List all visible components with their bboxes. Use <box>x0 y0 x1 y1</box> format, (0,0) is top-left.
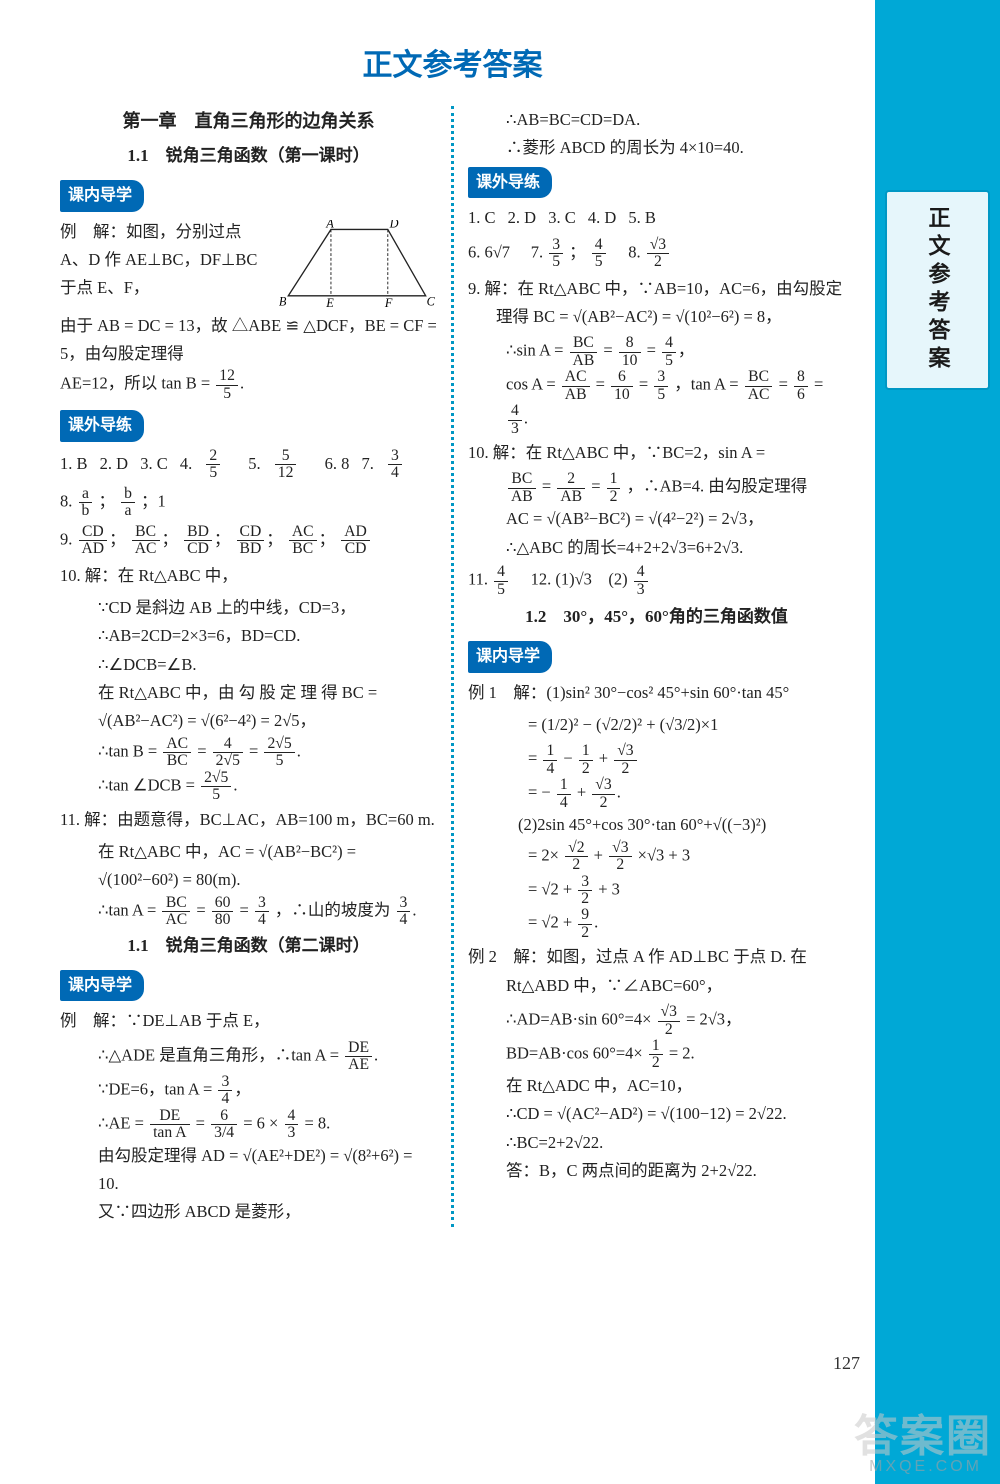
svg-text:C: C <box>427 294 436 308</box>
frac-12-5: 125 <box>216 368 238 402</box>
rq11-12: 11. 45 12. (1)√3 (2) 43 <box>468 564 845 598</box>
r-answers-2: 6. 6√7 7. 35 ； 45 8. √32 <box>468 237 845 271</box>
rq10-l1: 10. 解：在 Rt△ABC 中，∵BC=2，sin A = <box>468 439 845 467</box>
rq9-l3: cos A = ACAB = 610 = 35 ，tan A = BCAC = … <box>468 369 845 437</box>
rq9-l2: ∴sin A = BCAB = 810 = 45， <box>468 335 845 369</box>
rex2-l4: 在 Rt△ADC 中，AC=10， <box>468 1072 845 1100</box>
page-content: 正文参考答案 第一章 直角三角形的边角关系 1.1 锐角三角函数（第一课时） 课… <box>0 0 875 1484</box>
rex1-l3: = 14 − 12 + √32 <box>468 743 845 777</box>
example-1: A D B C E F 例 解：如图，分别过点 A、D 作 AE⊥BC，DF⊥B… <box>60 218 437 403</box>
column-divider <box>451 106 454 1227</box>
rq10-l4: ∴△ABC 的周长=4+2+2√3=6+2√3. <box>468 534 845 562</box>
rex1-l6: = 2× √22 + √32 ×√3 + 3 <box>468 840 845 874</box>
tag-kndx-2: 课内导学 <box>60 970 144 1002</box>
rex1-l4: = − 14 + √32. <box>468 777 845 811</box>
rq9-l1: 9. 解：在 Rt△ABC 中，∵AB=10，AC=6，由勾股定理得 BC = … <box>468 275 845 332</box>
rex1-l1: 例 1 解：(1)sin² 30°−cos² 45°+sin 60°·tan 4… <box>468 679 845 707</box>
answer-9: 9. CDAD； BCAC； BDCD； CDBD； ACBC； ADCD <box>60 524 437 558</box>
exb-l1: 例 解：∵DE⊥AB 于点 E， <box>60 1007 437 1035</box>
rex1-l8: = √2 + 92. <box>468 907 845 941</box>
svg-text:E: E <box>325 296 334 310</box>
page-number: 127 <box>833 1353 860 1374</box>
exb-l2: ∴△ADE 是直角三角形，∴tan A = DEAE. <box>60 1040 437 1074</box>
two-columns: 第一章 直角三角形的边角关系 1.1 锐角三角函数（第一课时） 课内导学 A D… <box>60 106 845 1227</box>
rex2-l2: ∴AD=AB·sin 60°=4× √32 = 2√3， <box>468 1004 845 1038</box>
trapezoid-figure: A D B C E F <box>277 220 437 310</box>
left-column: 第一章 直角三角形的边角关系 1.1 锐角三角函数（第一课时） 课内导学 A D… <box>60 106 437 1227</box>
q11-l2: 在 Rt△ABC 中，AC = √(AB²−BC²) = √(100²−60²)… <box>60 838 437 895</box>
exb-l6: 又∵四边形 ABCD 是菱形， <box>60 1198 437 1226</box>
tag-kwdl-r: 课外导练 <box>468 167 552 199</box>
ex1-line2: 由于 AB = DC = 13，故 △ABE ≌ △DCF，BE = CF = … <box>60 312 437 369</box>
q10-l3: ∴AB=2CD=2×3=6，BD=CD. <box>60 622 437 650</box>
rq10-l3: AC = √(AB²−BC²) = √(4²−2²) = 2√3， <box>468 505 845 533</box>
rex2-l5: ∴CD = √(AC²−AD²) = √(100−12) = 2√22. <box>468 1100 845 1128</box>
answers-row-1: 1. B 2. D 3. C 4. 25 5. 512 6. 8 7. 34 <box>60 448 437 482</box>
rex2-l3: BD=AB·cos 60°=4× 12 = 2. <box>468 1038 845 1072</box>
q10-l4: ∴∠DCB=∠B. <box>60 651 437 679</box>
svg-text:F: F <box>384 296 393 310</box>
section-1-1b-title: 1.1 锐角三角函数（第二课时） <box>60 931 437 960</box>
chapter-title: 第一章 直角三角形的边角关系 <box>60 106 437 137</box>
rex2-l6: ∴BC=2+2√22. <box>468 1129 845 1157</box>
q11-l3: ∴tan A = BCAC = 6080 = 34 ，∴山的坡度为 34. <box>60 895 437 929</box>
svg-text:B: B <box>279 294 287 308</box>
tag-kndx-r: 课内导学 <box>468 641 552 673</box>
r-answers-1: 1. C 2. D 3. C 4. D 5. B <box>468 204 845 232</box>
r-l2: ∴菱形 ABCD 的周长为 4×10=40. <box>468 134 845 162</box>
tag-kndx: 课内导学 <box>60 180 144 212</box>
side-tab-text: 正文参考答案 <box>922 206 954 374</box>
exb-l3: ∵DE=6，tan A = 34， <box>60 1074 437 1108</box>
q10-l6: √(AB²−AC²) = √(6²−4²) = 2√5， <box>60 707 437 735</box>
svg-text:A: A <box>325 220 334 231</box>
watermark: 答案圈 <box>854 1400 992 1464</box>
rex2-l7: 答：B，C 两点间的距离为 2+2√22. <box>468 1157 845 1185</box>
section-1-2-title: 1.2 30°，45°，60°角的三角函数值 <box>468 602 845 631</box>
tag-kwdl: 课外导练 <box>60 410 144 442</box>
q10-l1: 10. 解：在 Rt△ABC 中， <box>60 562 437 590</box>
page-title: 正文参考答案 <box>60 40 845 84</box>
rex1-l2: = (1/2)² − (√2/2)² + (√3/2)×1 <box>468 711 845 739</box>
q10-l8: ∴tan ∠DCB = 2√55. <box>60 770 437 804</box>
exb-l4: ∴AE = DEtan A = 63/4 = 6 × 43 = 8. <box>60 1108 437 1142</box>
q10-l5: 在 Rt△ABC 中，由 勾 股 定 理 得 BC = <box>60 679 437 707</box>
section-1-1-title: 1.1 锐角三角函数（第一课时） <box>60 141 437 170</box>
exb-l5: 由勾股定理得 AD = √(AE²+DE²) = √(8²+6²) = 10. <box>60 1142 437 1199</box>
answer-8: 8. ab ； ba ；1 <box>60 486 437 520</box>
side-tab: 正文参考答案 <box>885 190 990 390</box>
watermark-sub: MXQE.COM <box>869 1458 982 1476</box>
svg-text:D: D <box>389 220 399 231</box>
q10-l2: ∵CD 是斜边 AB 上的中线，CD=3， <box>60 594 437 622</box>
ex1-line3: AE=12，所以 tan B = 125. <box>60 368 437 402</box>
rq10-l2: BCAB = 2AB = 12 ，∴AB=4. 由勾股定理得 <box>468 471 845 505</box>
q11-l1: 11. 解：由题意得，BC⊥AC，AB=100 m，BC=60 m. <box>60 806 437 834</box>
rex1-l5: (2)2sin 45°+cos 30°·tan 60°+√((−3)²) <box>468 811 845 839</box>
rex2-l1: 例 2 解：如图，过点 A 作 AD⊥BC 于点 D. 在 Rt△ABD 中，∵… <box>468 943 845 1000</box>
q10-l7: ∴tan B = ACBC = 42√5 = 2√55. <box>60 736 437 770</box>
right-column: ∴AB=BC=CD=DA. ∴菱形 ABCD 的周长为 4×10=40. 课外导… <box>468 106 845 1227</box>
r-l1: ∴AB=BC=CD=DA. <box>468 106 845 134</box>
rex1-l7: = √2 + 32 + 3 <box>468 874 845 908</box>
